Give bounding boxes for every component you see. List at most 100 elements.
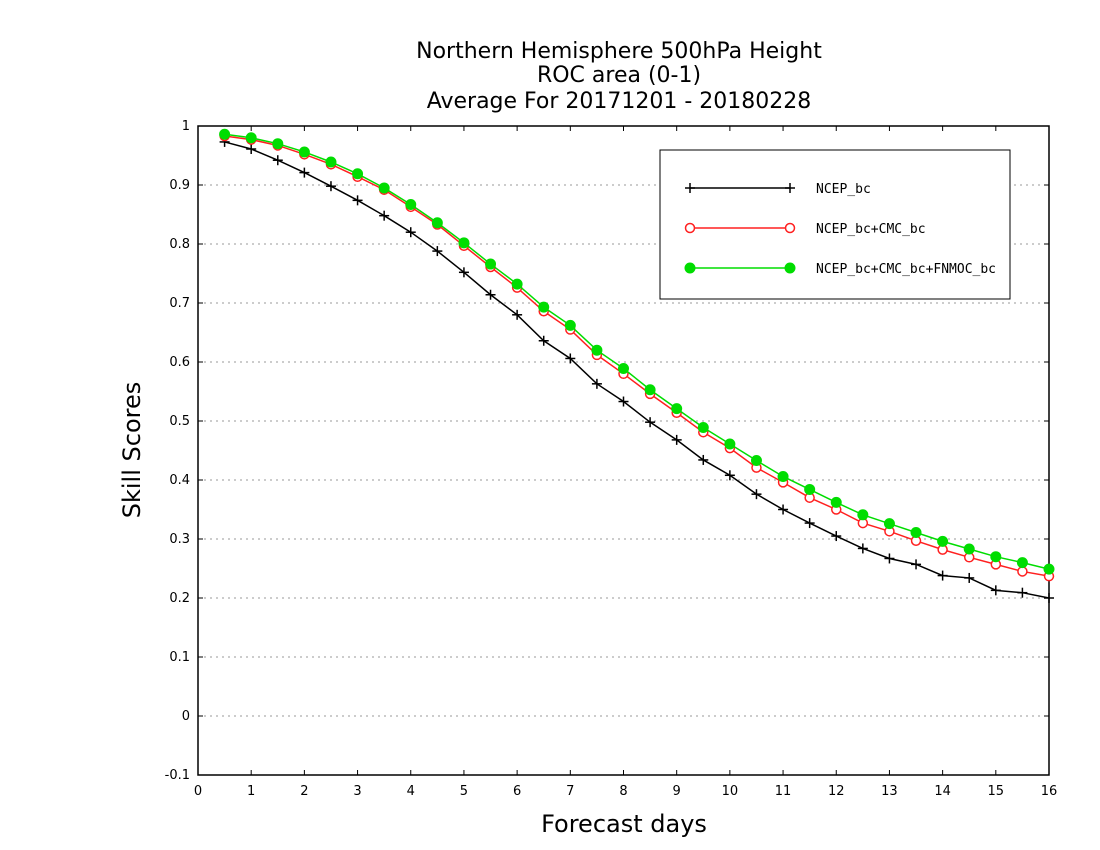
data-point — [777, 470, 789, 482]
chart-title-line-3: Average For 20171201 - 20180228 — [427, 89, 812, 114]
legend-marker — [685, 183, 695, 193]
data-point — [750, 455, 762, 467]
data-point — [272, 138, 284, 150]
data-point — [458, 267, 469, 278]
x-tick-label: 14 — [934, 784, 951, 799]
data-point — [431, 217, 443, 229]
data-point — [830, 496, 842, 508]
data-point — [751, 489, 762, 500]
data-point — [804, 483, 816, 495]
x-tick-label: 11 — [775, 784, 792, 799]
y-tick-label: 0.1 — [169, 650, 190, 665]
data-point — [724, 470, 735, 481]
x-tick-label: 12 — [828, 784, 845, 799]
legend-marker — [785, 183, 795, 193]
series-0 — [219, 136, 1054, 603]
chart-title-group: Northern Hemisphere 500hPa Height ROC ar… — [416, 39, 822, 114]
data-point — [379, 210, 390, 221]
legend-box — [659, 149, 1011, 300]
legend-label: NCEP_bc+CMC_bc — [816, 222, 926, 237]
y-axis-title: Skill Scores — [118, 382, 146, 519]
data-point — [272, 155, 283, 166]
data-point — [910, 527, 922, 539]
data-point — [831, 531, 842, 542]
data-point — [618, 396, 629, 407]
data-point — [565, 353, 576, 364]
series-2 — [219, 128, 1055, 575]
data-point — [432, 246, 443, 257]
x-tick-label: 7 — [566, 784, 574, 799]
data-point — [325, 181, 336, 192]
series-line-0 — [224, 141, 1050, 599]
data-point — [671, 403, 683, 415]
data-point — [1016, 557, 1028, 569]
legend-marker — [784, 222, 796, 234]
data-point — [1017, 587, 1028, 598]
data-point — [857, 509, 869, 521]
data-point — [937, 535, 949, 547]
data-point — [352, 195, 363, 206]
legend-marker — [684, 262, 696, 274]
y-tick-label: 1 — [182, 119, 190, 134]
data-point — [246, 144, 257, 155]
y-tick-label: 0.9 — [169, 178, 190, 193]
data-point — [990, 585, 1001, 596]
x-tick-label: 0 — [194, 784, 202, 799]
data-point — [538, 335, 549, 346]
data-point — [538, 301, 550, 313]
data-point — [804, 518, 815, 529]
data-point — [299, 167, 310, 178]
y-tick-label: 0.3 — [169, 532, 190, 547]
y-tick-label: 0.6 — [169, 355, 190, 370]
data-point — [884, 553, 895, 564]
data-point — [778, 504, 789, 515]
x-tick-label: 9 — [673, 784, 681, 799]
legend: NCEP_bc NCEP_bc+CMC_bc NCEP_bc+CMC_bc+FNMO… — [659, 149, 1011, 300]
chart-title-line-1: Northern Hemisphere 500hPa Height — [416, 39, 822, 64]
legend-marker — [784, 262, 796, 274]
data-point — [724, 438, 736, 450]
y-tick-label: 0.4 — [169, 473, 190, 488]
data-point — [697, 421, 709, 433]
data-point — [405, 227, 416, 238]
data-point — [671, 434, 682, 445]
data-point — [591, 378, 602, 389]
data-point — [644, 384, 656, 396]
x-tick-label: 3 — [353, 784, 361, 799]
legend-label: NCEP_bc+CMC_bc+FNMOC_bc — [816, 262, 996, 277]
data-point — [378, 182, 390, 194]
data-point — [963, 543, 975, 555]
data-point — [352, 168, 364, 180]
data-point — [511, 278, 523, 290]
x-tick-label: 10 — [722, 784, 739, 799]
data-point — [990, 551, 1002, 563]
data-point — [1017, 566, 1028, 577]
y-tick-label: 0.5 — [169, 414, 190, 429]
data-point — [591, 344, 603, 356]
x-tick-label: 16 — [1041, 784, 1058, 799]
data-point — [698, 454, 709, 465]
y-tick-label: 0.2 — [169, 591, 190, 606]
data-point — [298, 146, 310, 158]
plot-frame — [197, 125, 1050, 776]
x-tick-label: 13 — [881, 784, 898, 799]
data-point — [937, 570, 948, 581]
legend-marker — [684, 222, 696, 234]
data-point — [1044, 593, 1054, 603]
y-tick-label: 0.7 — [169, 296, 190, 311]
data-point — [485, 258, 497, 270]
y-tick-label: 0.8 — [169, 237, 190, 252]
y-tick-label: 0 — [182, 709, 190, 724]
y-tick-label: -0.1 — [165, 768, 190, 783]
data-point — [458, 237, 470, 249]
x-tick-label: 6 — [513, 784, 521, 799]
x-tick-label: 8 — [619, 784, 627, 799]
data-point — [512, 309, 523, 320]
x-tick-label: 15 — [988, 784, 1005, 799]
data-point — [245, 132, 257, 144]
data-point — [618, 362, 629, 374]
x-axis-title: Forecast days — [541, 810, 707, 838]
data-point — [1043, 563, 1055, 575]
data-point — [964, 572, 975, 583]
